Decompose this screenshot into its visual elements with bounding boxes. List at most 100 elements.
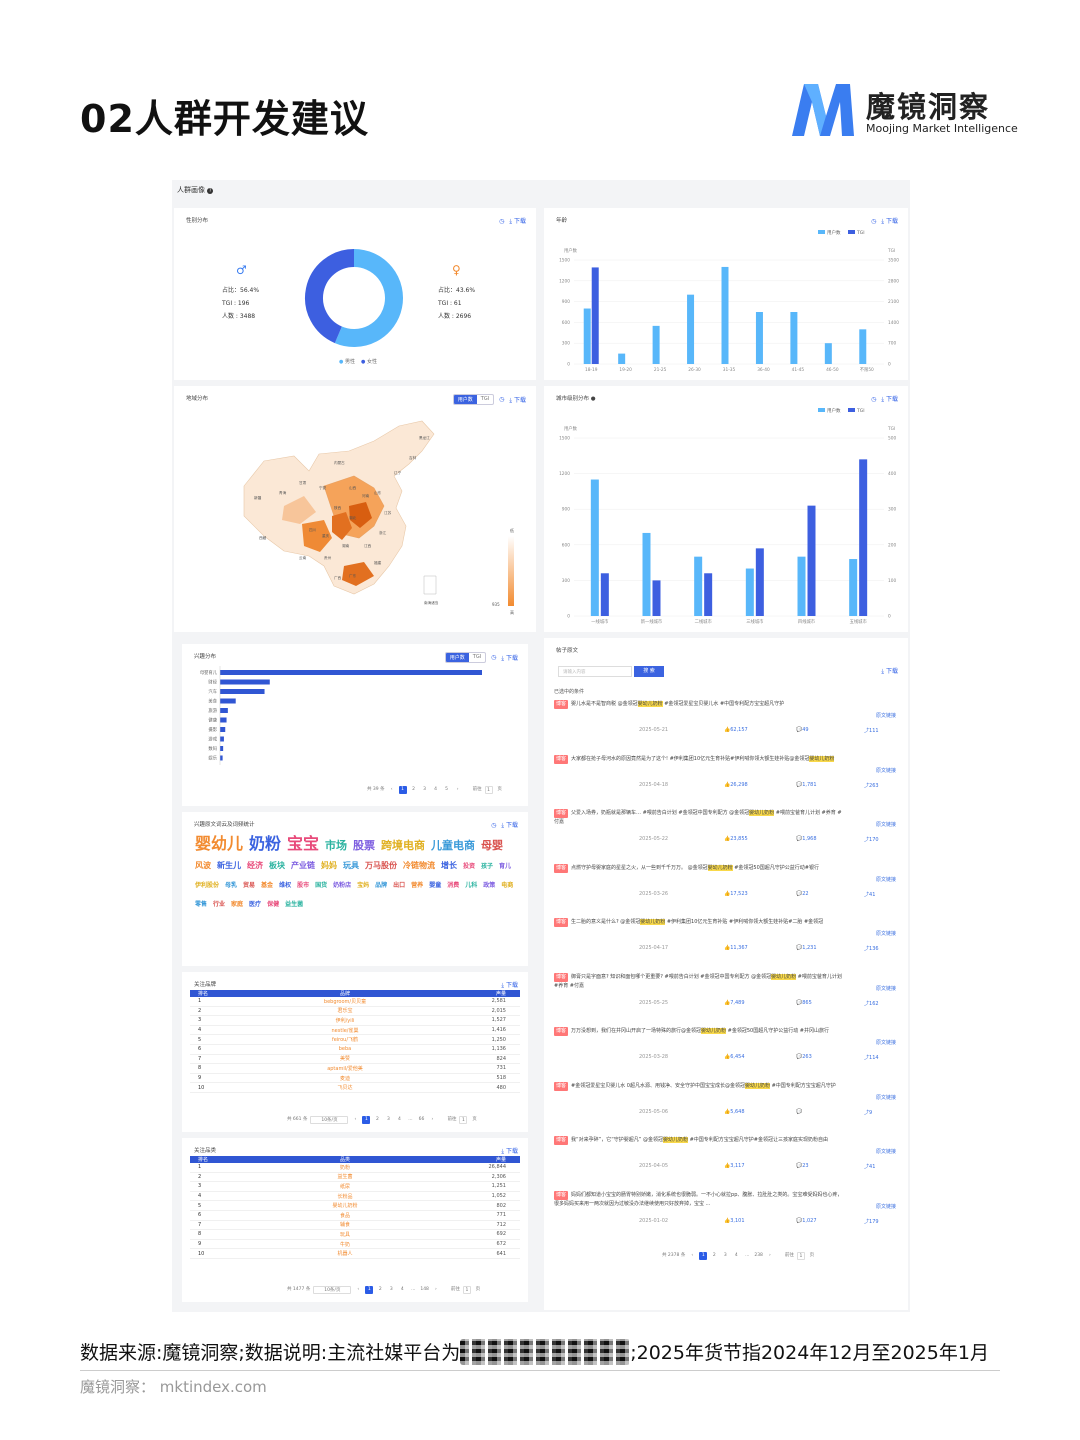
word-cloud-term: 投资 (463, 863, 476, 870)
name-cell[interactable]: 纸尿 (339, 1183, 350, 1190)
page-ellipsis[interactable]: ... (745, 1253, 750, 1258)
page-input[interactable]: 1 (459, 1116, 468, 1124)
page-last[interactable]: 148 (420, 1287, 429, 1292)
page-ellipsis[interactable]: ... (408, 1117, 413, 1122)
clock-icon[interactable]: ◷ (871, 217, 877, 225)
legend-male[interactable]: ● 男性 (339, 359, 355, 365)
page-input[interactable]: 1 (462, 1286, 471, 1294)
download-button[interactable]: ⤓ 下载 (501, 1148, 518, 1155)
tab-users[interactable]: 用户数 (445, 653, 469, 662)
download-button[interactable]: ⤓ 下载 (509, 396, 526, 404)
tab-tgi[interactable]: TGI (480, 396, 490, 402)
legend-female[interactable]: ● 女性 (360, 359, 377, 365)
clock-icon[interactable]: ◷ (871, 395, 877, 403)
page-4[interactable]: 4 (398, 1117, 401, 1122)
page-4[interactable]: 4 (400, 1287, 404, 1292)
download-button[interactable]: ⤓ 下载 (501, 822, 518, 829)
search-button[interactable]: 搜 索 (634, 666, 664, 677)
tab-tgi[interactable]: TGI (472, 654, 482, 660)
page-1[interactable]: 1 (365, 1286, 374, 1294)
name-cell[interactable]: 食品 (339, 1212, 350, 1219)
clock-icon[interactable]: ◷ (499, 217, 505, 225)
page-3[interactable]: 3 (389, 1287, 393, 1292)
post-likes: 👍11,367 (724, 945, 748, 951)
next-page[interactable]: › (431, 1117, 434, 1122)
page-2[interactable]: 2 (712, 1253, 716, 1258)
next-page[interactable]: › (456, 787, 459, 792)
original-link[interactable]: 原文链接 (875, 1094, 896, 1101)
prev-page[interactable]: ‹ (390, 787, 393, 792)
page-4[interactable]: 4 (734, 1253, 738, 1258)
page-2[interactable]: 2 (376, 1117, 379, 1122)
original-link[interactable]: 原文链接 (875, 1203, 896, 1210)
download-button[interactable]: ⤓ 下载 (881, 218, 898, 225)
name-cell[interactable]: 辅食 (339, 1222, 350, 1229)
page-input[interactable]: 1 (796, 1252, 805, 1260)
name-cell[interactable]: feirou/飞鹤 (331, 1037, 359, 1044)
name-cell[interactable]: 益生菌 (337, 1174, 353, 1181)
clock-icon[interactable]: ◷ (491, 654, 497, 661)
name-cell[interactable]: 飞贝达 (337, 1085, 353, 1092)
interest-metric-toggle[interactable]: 用户数 TGI (444, 652, 487, 663)
name-cell[interactable]: bebgroom/贝贝童 (323, 998, 367, 1005)
download-button[interactable]: ⤓ 下载 (501, 982, 518, 989)
name-cell[interactable]: 玩具 (339, 1231, 350, 1238)
download-button[interactable]: ⤓ 下载 (881, 668, 898, 675)
name-cell[interactable]: 君乐宝 (337, 1008, 353, 1015)
help-icon[interactable]: ? (207, 188, 214, 194)
name-cell[interactable]: 奶粉 (339, 1164, 350, 1171)
page-2[interactable]: 2 (412, 787, 416, 792)
original-link[interactable]: 原文链接 (875, 713, 896, 719)
page-1[interactable]: 1 (699, 1252, 708, 1260)
prev-page[interactable]: ‹ (354, 1117, 357, 1122)
original-link[interactable]: 原文链接 (875, 767, 896, 774)
original-link[interactable]: 原文链接 (875, 1040, 896, 1046)
name-cell[interactable]: beba (338, 1046, 352, 1053)
page-input[interactable]: 1 (484, 786, 493, 794)
name-cell[interactable]: 伊利/yili (335, 1017, 355, 1024)
region-metric-toggle[interactable]: 用户数 TGI (452, 394, 495, 405)
name-cell[interactable]: 牛奶 (339, 1241, 350, 1248)
page-last[interactable]: 66 (418, 1117, 425, 1122)
interest-card: 兴趣分布 用户数 TGI ◷ ⤓ 下载 母婴育儿 财经 汽车 美食 旅游 健康 摄影 游戏 数码 娱乐… (182, 644, 528, 806)
original-link[interactable]: 原文链接 (875, 931, 896, 937)
download-button[interactable]: ⤓ 下载 (501, 654, 518, 662)
page-size[interactable]: 10条/页 (310, 1116, 349, 1124)
download-button[interactable]: ⤓ 下载 (881, 396, 898, 403)
page-last[interactable]: 238 (754, 1253, 763, 1258)
posts-title: 帖子原文 (556, 648, 579, 654)
prev-page[interactable]: ‹ (357, 1287, 360, 1292)
name-cell[interactable]: 美赞 (339, 1056, 350, 1063)
page-3[interactable]: 3 (387, 1117, 390, 1122)
page-size[interactable]: 10条/页 (313, 1286, 352, 1294)
interest-bar-母婴育儿 (220, 670, 482, 675)
page-ellipsis[interactable]: ... (411, 1287, 416, 1292)
page-4[interactable]: 4 (434, 787, 438, 792)
original-link[interactable]: 原文链接 (875, 822, 896, 828)
clock-icon[interactable]: ◷ (499, 396, 505, 403)
name-cell[interactable]: 机器人 (337, 1251, 353, 1258)
prev-page[interactable]: ‹ (691, 1253, 694, 1258)
page-3[interactable]: 3 (723, 1253, 727, 1258)
search-input[interactable]: 请输入内容 (558, 666, 632, 677)
page-5[interactable]: 5 (445, 787, 449, 792)
page-3[interactable]: 3 (423, 787, 427, 792)
tab-users[interactable]: 用户数 (453, 395, 477, 404)
next-page[interactable]: › (435, 1287, 437, 1292)
name-cell[interactable]: 麦迪 (339, 1075, 350, 1082)
name-cell[interactable]: aptamil/爱他美 (327, 1065, 363, 1072)
original-link[interactable]: 原文链接 (875, 1149, 896, 1155)
volume-cell: 2,015 (491, 1007, 506, 1014)
clock-icon[interactable]: ◷ (491, 821, 497, 829)
help-icon[interactable]: ● (590, 396, 596, 402)
page-2[interactable]: 2 (378, 1287, 382, 1292)
name-cell[interactable]: nestle/雀巢 (331, 1027, 359, 1034)
download-button[interactable]: ⤓ 下载 (509, 218, 526, 225)
original-link[interactable]: 原文链接 (875, 876, 896, 883)
page-1[interactable]: 1 (362, 1116, 371, 1124)
original-link[interactable]: 原文链接 (875, 985, 896, 992)
name-cell[interactable]: 长粉品 (337, 1193, 353, 1200)
page-1[interactable]: 1 (398, 786, 407, 794)
next-page[interactable]: › (769, 1253, 771, 1258)
name-cell[interactable]: 婴幼儿奶粉 (332, 1203, 358, 1210)
